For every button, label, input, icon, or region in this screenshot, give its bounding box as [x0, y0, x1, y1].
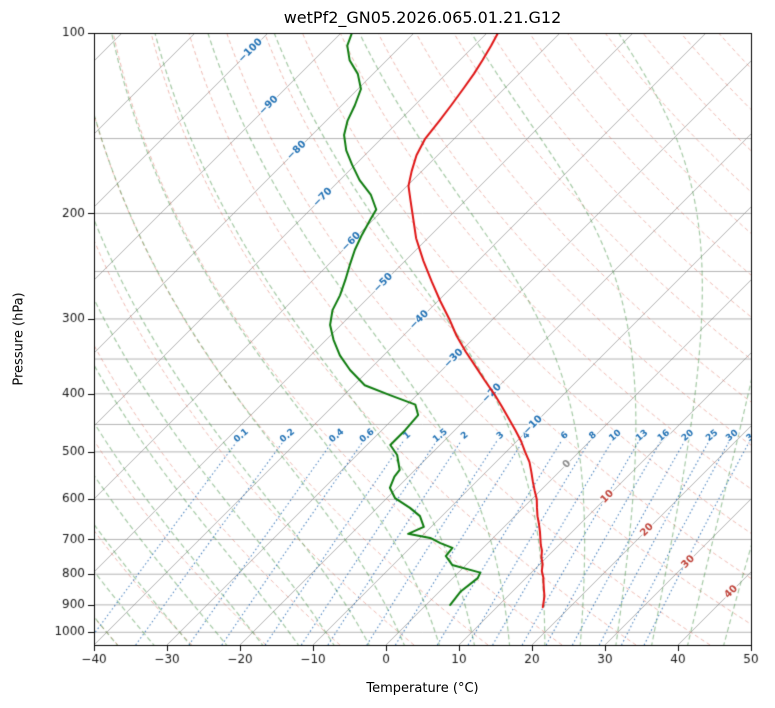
skewt-canvas	[0, 0, 775, 708]
skewt-figure: wetPf2_GN05.2026.065.01.21.G12 Pressure …	[0, 0, 775, 708]
